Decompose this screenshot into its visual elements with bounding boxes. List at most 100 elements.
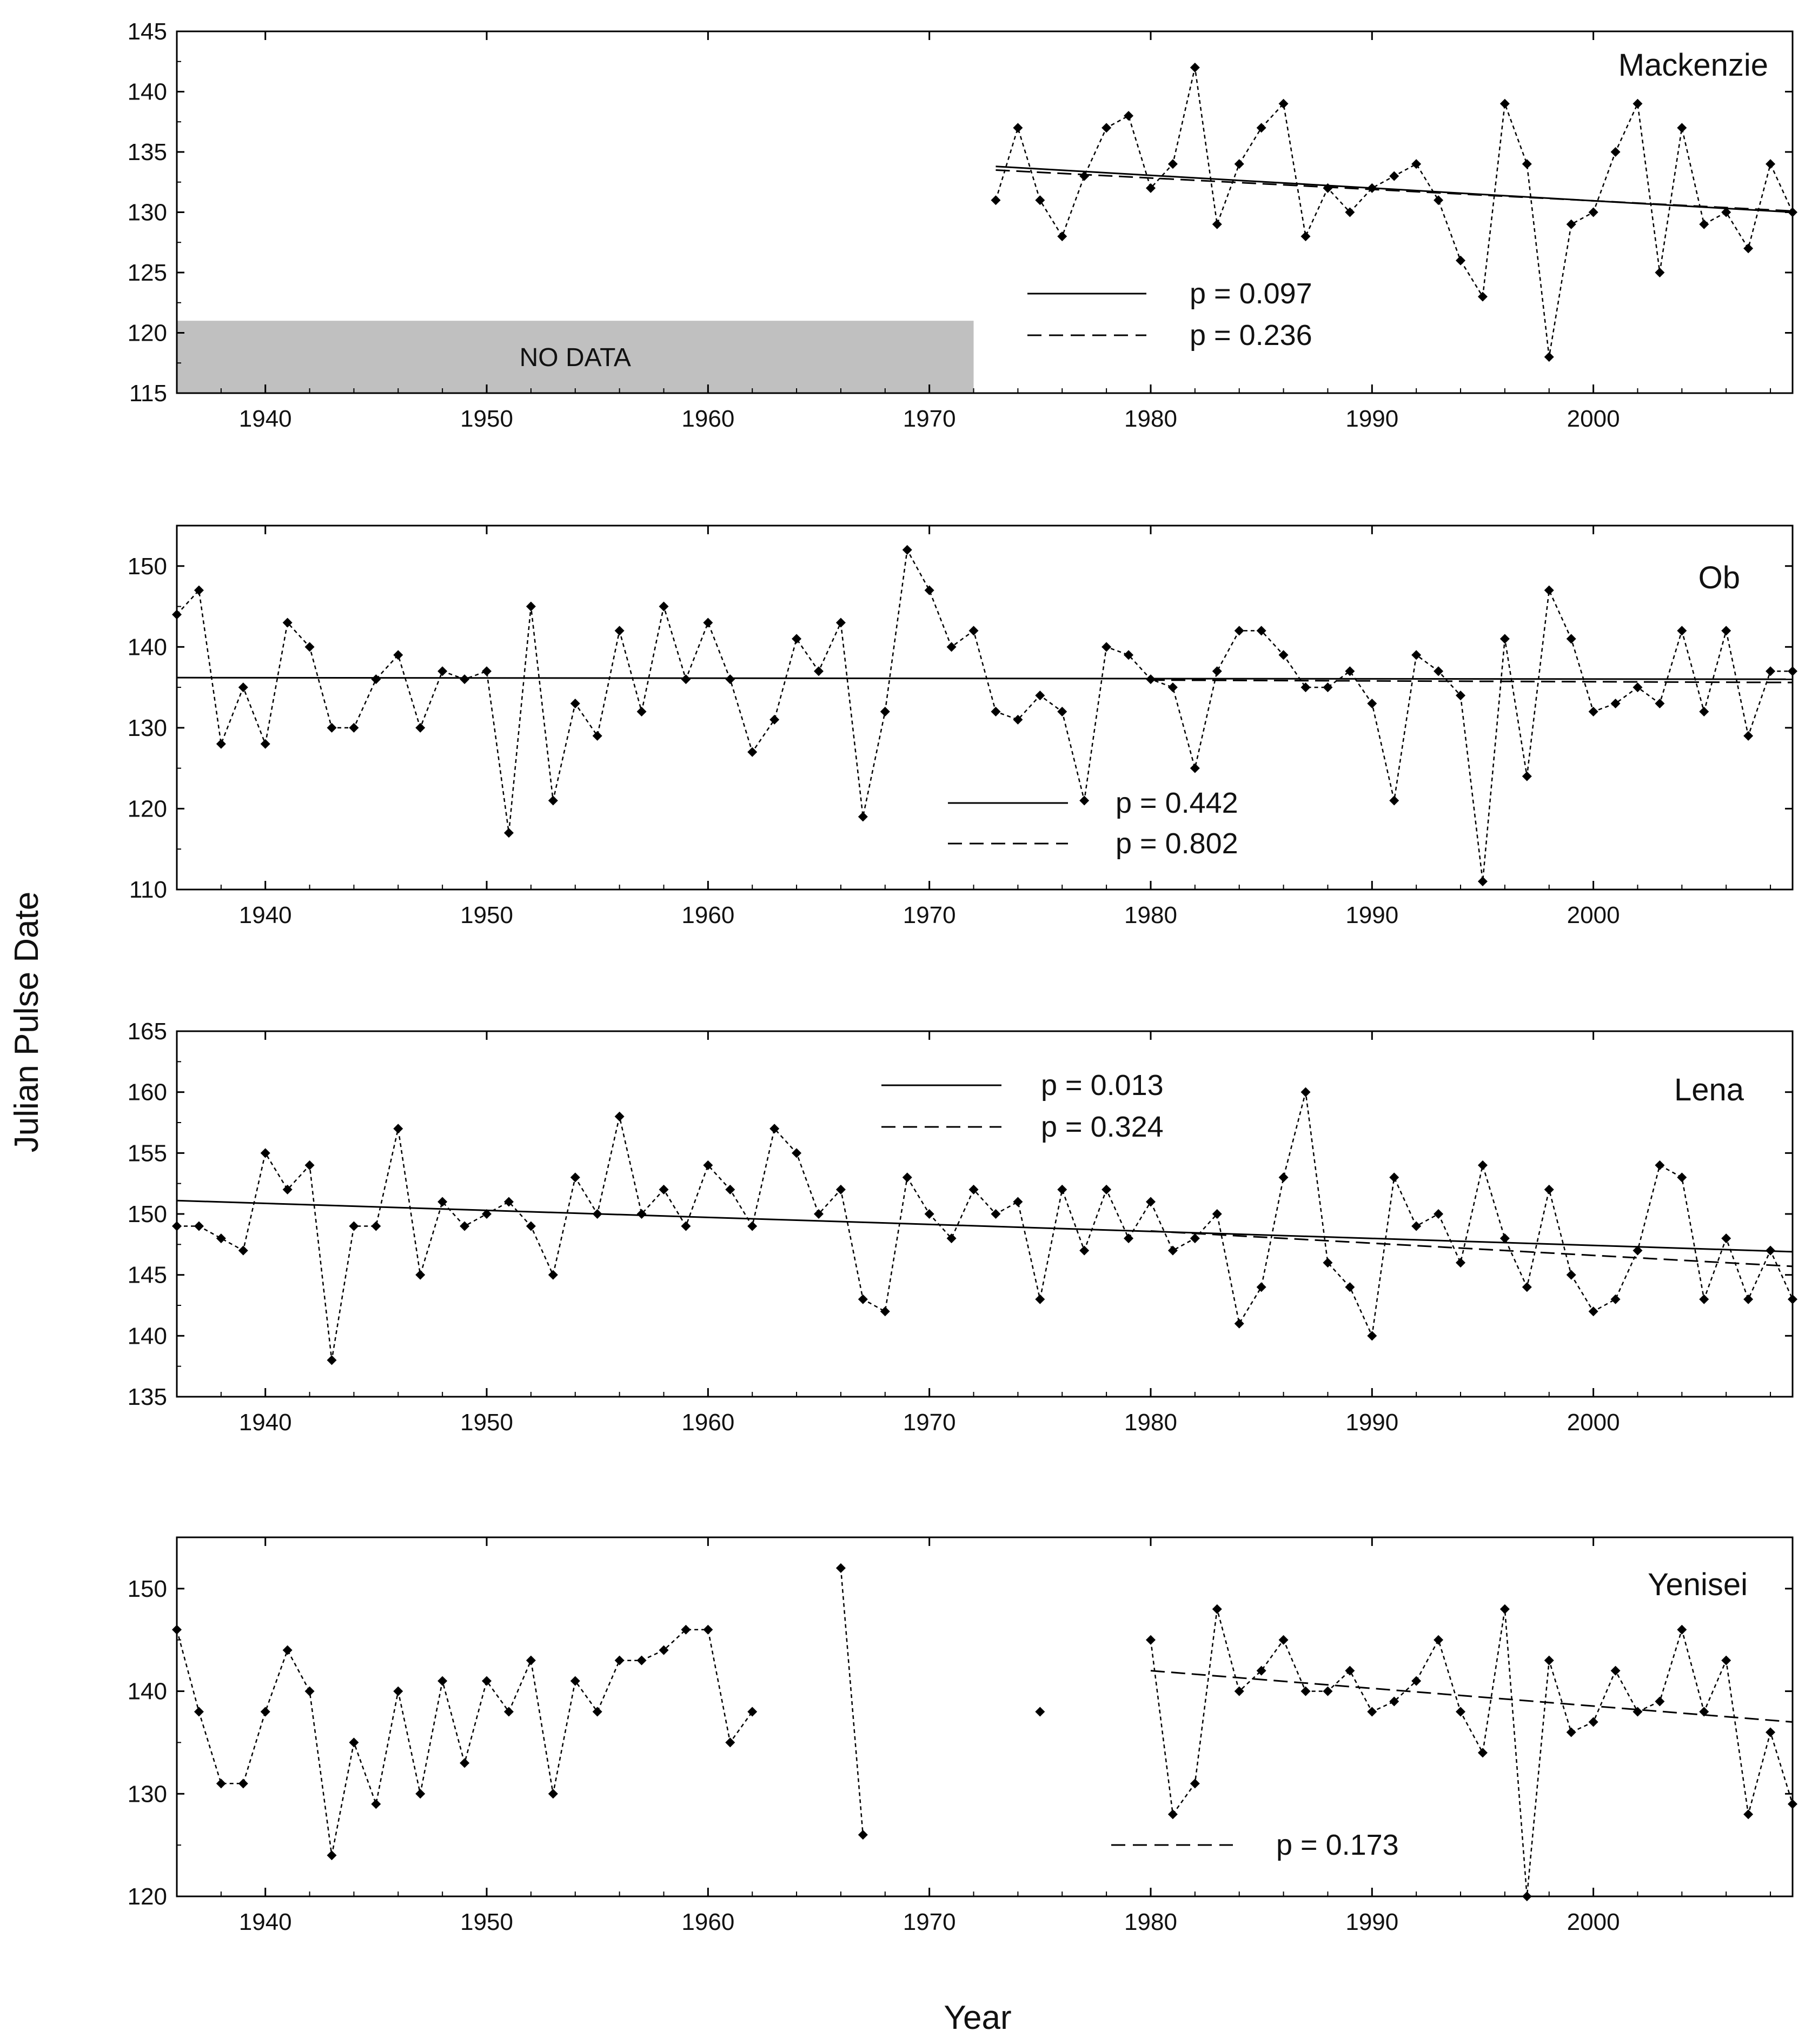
data-point [1677, 626, 1687, 636]
data-point [526, 1655, 536, 1665]
y-tick-label: 140 [128, 1678, 167, 1705]
data-point [1434, 1635, 1444, 1645]
data-point [835, 618, 846, 628]
data-point [636, 1655, 647, 1665]
data-point [725, 1737, 735, 1748]
data-point [835, 1184, 846, 1194]
trend-line-dashed [1150, 1670, 1793, 1723]
data-point [482, 666, 492, 676]
data-point [703, 1160, 713, 1170]
data-point [924, 585, 934, 595]
data-point [592, 1209, 602, 1219]
data-point [393, 650, 403, 660]
data-point [1721, 1233, 1731, 1244]
data-point [1057, 231, 1067, 242]
data-point [1234, 1318, 1244, 1329]
data-point [1389, 795, 1399, 806]
data-point [282, 1645, 293, 1655]
data-point [415, 1270, 426, 1280]
data-point [1610, 147, 1621, 157]
data-point [1633, 1707, 1643, 1717]
plot-frame [176, 525, 1794, 891]
data-point [371, 1799, 381, 1809]
data-point [1323, 1258, 1333, 1268]
data-point [482, 1209, 492, 1219]
data-point [681, 674, 691, 685]
x-tick-label: 1960 [681, 406, 734, 432]
data-point [614, 1111, 625, 1121]
data-point [1633, 98, 1643, 109]
data-point [1499, 1233, 1510, 1244]
no-data-label: NO DATA [520, 343, 631, 372]
y-tick-label: 150 [128, 1201, 167, 1227]
panel-title: Mackenzie [1618, 48, 1768, 83]
data-point [880, 706, 890, 716]
data-point [1588, 207, 1598, 217]
data-point [1655, 268, 1665, 277]
data-point [349, 722, 359, 733]
lena-panel: 135 140 145 150 155 160 165 1940 1950 1960 1970 198… [128, 1018, 1797, 1436]
data-point [570, 1172, 580, 1183]
y-tick-label: 130 [128, 715, 167, 741]
data-point [1411, 650, 1422, 660]
x-tick-label: 2000 [1567, 406, 1620, 432]
data-point [1610, 1665, 1621, 1676]
trend-line-dashed [1150, 1230, 1793, 1267]
data-point [1699, 706, 1709, 716]
data-point [636, 1209, 647, 1219]
data-point [769, 1124, 780, 1134]
data-point [858, 812, 868, 822]
data-point [1345, 1665, 1355, 1676]
data-point [1566, 1727, 1576, 1737]
x-tick-label: 1980 [1124, 406, 1177, 432]
mackenzie-panel: NO DATA 115 120 125 130 135 140 145 1940 1950 1960… [128, 18, 1797, 432]
data-point [725, 674, 735, 685]
data-point [282, 1184, 293, 1194]
data-point [1124, 650, 1134, 660]
data-point [349, 1221, 359, 1231]
data-point [1057, 706, 1067, 716]
data-point [1190, 763, 1200, 773]
data-point [393, 1124, 403, 1134]
data-point [1256, 1282, 1266, 1292]
data-point [1655, 699, 1665, 709]
data-point [991, 195, 1001, 205]
data-point [1101, 1184, 1112, 1194]
data-point [1278, 650, 1289, 660]
data-point [659, 1184, 669, 1194]
plot-frame [176, 1536, 1794, 1897]
data-point [1766, 1727, 1776, 1737]
data-point [304, 1160, 315, 1170]
data-point [1633, 1245, 1643, 1256]
data-point [1167, 1245, 1178, 1256]
data-point [703, 1624, 713, 1635]
data-point [1522, 1892, 1532, 1901]
data-point [1367, 1707, 1377, 1717]
data-point [747, 747, 758, 757]
data-point [1190, 1233, 1200, 1244]
data-point [1788, 666, 1797, 676]
data-point [1566, 1270, 1576, 1280]
x-tick-label: 1970 [903, 902, 956, 928]
data-point [1234, 626, 1244, 636]
data-point [1323, 1686, 1333, 1696]
x-axis-title: Year [944, 1999, 1011, 2036]
data-point [437, 1676, 448, 1686]
data-point [304, 1686, 315, 1696]
data-point [415, 1789, 426, 1799]
y-tick-label: 110 [129, 877, 167, 903]
data-point [858, 1294, 868, 1304]
data-point [1300, 1087, 1311, 1097]
yenisei-panel: 120 130 140 150 1940 1950 1960 1970 1980 1990 2000… [128, 1536, 1797, 1935]
data-point [1145, 1197, 1156, 1207]
data-point [371, 674, 381, 685]
x-tick-label: 1980 [1124, 1409, 1177, 1436]
y-tick-label: 145 [128, 1262, 167, 1289]
y-tick-label: 165 [128, 1018, 167, 1045]
data-point [1411, 1221, 1422, 1231]
data-point [1124, 111, 1134, 121]
legend-label: p = 0.324 [1041, 1111, 1164, 1143]
y-tick-label: 130 [128, 1781, 167, 1807]
panel-title: Yenisei [1648, 1567, 1748, 1602]
